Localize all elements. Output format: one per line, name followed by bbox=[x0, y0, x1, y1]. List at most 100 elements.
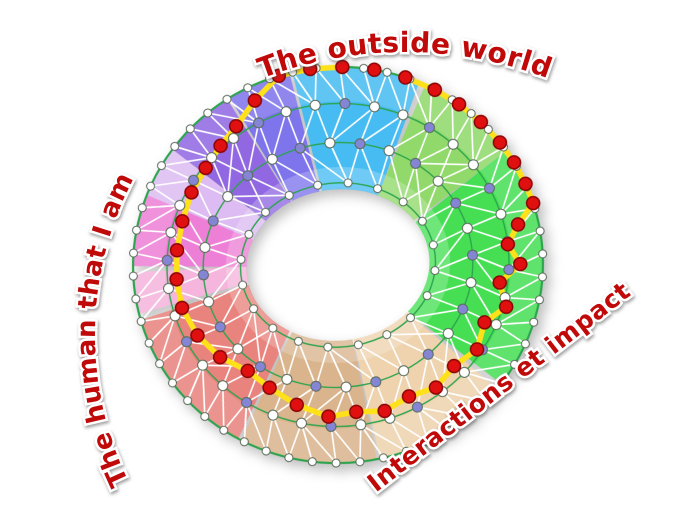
mesh-edge bbox=[416, 406, 430, 443]
mesh-edge bbox=[464, 371, 502, 385]
mesh-node bbox=[228, 132, 240, 144]
mesh-edge bbox=[285, 111, 301, 149]
mesh-node bbox=[359, 63, 369, 73]
label-human-that-i-am: The human that I am bbox=[72, 168, 140, 491]
mesh-edge bbox=[359, 424, 362, 462]
mesh-node bbox=[461, 222, 473, 234]
mesh-edge bbox=[297, 341, 317, 387]
mesh-node bbox=[467, 159, 479, 171]
mesh-edge bbox=[386, 72, 404, 116]
mesh-edge bbox=[247, 174, 290, 197]
mesh-node bbox=[323, 342, 333, 352]
mesh-node bbox=[496, 379, 506, 389]
mesh-edge bbox=[271, 111, 287, 160]
mesh-edge bbox=[168, 274, 204, 290]
mesh-edge bbox=[288, 422, 303, 458]
mesh-node bbox=[343, 178, 353, 188]
mesh-edge bbox=[359, 106, 376, 145]
mesh-node bbox=[295, 417, 307, 429]
mesh-edge bbox=[438, 180, 490, 190]
mesh-node bbox=[161, 254, 173, 266]
mesh-edge bbox=[402, 78, 411, 116]
mesh-node bbox=[244, 229, 254, 239]
mesh-edge bbox=[141, 315, 176, 323]
mesh-edge bbox=[148, 315, 176, 344]
mesh-edge bbox=[495, 299, 540, 326]
mesh-edge bbox=[286, 341, 300, 380]
mesh-node bbox=[288, 67, 298, 77]
mesh-node bbox=[535, 226, 545, 236]
milestone-node bbox=[500, 237, 516, 252]
mesh-edge bbox=[416, 406, 450, 432]
milestone-node bbox=[212, 349, 228, 365]
mesh-edge bbox=[339, 66, 376, 108]
mesh-edge bbox=[467, 227, 508, 243]
mesh-node bbox=[183, 396, 193, 406]
mesh-edge bbox=[389, 417, 407, 452]
mesh-node bbox=[293, 336, 303, 346]
mesh-node bbox=[241, 396, 253, 408]
mesh-edge bbox=[211, 156, 249, 177]
mesh-edge bbox=[402, 163, 417, 203]
mesh-edge bbox=[386, 333, 429, 356]
mesh-node bbox=[534, 295, 544, 305]
mesh-edge bbox=[386, 334, 405, 372]
mesh-edge bbox=[327, 346, 377, 383]
mesh-edge bbox=[434, 254, 473, 272]
mesh-edge bbox=[208, 284, 244, 303]
mesh-edge bbox=[432, 202, 457, 246]
mesh-edge bbox=[272, 414, 290, 458]
milestone-node bbox=[513, 256, 528, 272]
mesh-node bbox=[137, 203, 147, 213]
mesh-edge bbox=[330, 426, 337, 464]
mesh-edge bbox=[417, 406, 469, 418]
mesh-node bbox=[232, 343, 244, 355]
mesh-node bbox=[422, 348, 434, 360]
mesh-edge bbox=[207, 112, 259, 124]
mesh-edge bbox=[329, 103, 346, 144]
mesh-node bbox=[156, 161, 166, 171]
mesh-edge bbox=[135, 287, 169, 300]
mesh-edge bbox=[204, 233, 250, 249]
mesh-edge bbox=[347, 143, 361, 184]
mesh-edge bbox=[158, 315, 176, 364]
mesh-node bbox=[163, 282, 175, 294]
mesh-node bbox=[167, 378, 177, 388]
mesh-edge bbox=[437, 164, 474, 182]
mesh-edge bbox=[362, 68, 376, 108]
mesh-edge bbox=[300, 386, 347, 424]
mesh-edge bbox=[237, 327, 274, 350]
mesh-node bbox=[165, 226, 177, 238]
milestone-node bbox=[169, 272, 184, 287]
mesh-node bbox=[222, 94, 232, 104]
mesh-edge bbox=[482, 349, 515, 366]
mesh-node bbox=[280, 106, 292, 118]
mesh-edge bbox=[409, 78, 431, 128]
mesh-edge bbox=[464, 363, 515, 374]
mesh-edge bbox=[496, 321, 534, 326]
mesh-node bbox=[537, 272, 547, 282]
mesh-node bbox=[203, 296, 215, 308]
mesh-node bbox=[129, 248, 139, 258]
mesh-node bbox=[466, 109, 476, 119]
milestone-node bbox=[335, 59, 350, 75]
mesh-edge bbox=[329, 142, 349, 184]
mesh-edge bbox=[472, 254, 510, 271]
milestone-node bbox=[498, 299, 514, 315]
mesh-node bbox=[378, 453, 388, 463]
mesh-edge bbox=[269, 78, 316, 106]
mesh-node bbox=[266, 153, 278, 165]
milestone-node bbox=[174, 300, 190, 316]
mesh-edge bbox=[237, 308, 255, 350]
mesh-edge bbox=[150, 185, 181, 207]
milestone-node bbox=[240, 363, 256, 379]
milestone-node bbox=[175, 214, 190, 229]
mesh-edge bbox=[402, 180, 439, 203]
mesh-edge bbox=[232, 138, 249, 176]
mesh-node bbox=[353, 340, 363, 350]
milestone-node bbox=[321, 409, 336, 424]
mesh-node bbox=[383, 145, 395, 157]
mesh-node bbox=[355, 419, 367, 431]
mesh-node bbox=[206, 152, 218, 164]
mesh-node bbox=[219, 425, 229, 435]
